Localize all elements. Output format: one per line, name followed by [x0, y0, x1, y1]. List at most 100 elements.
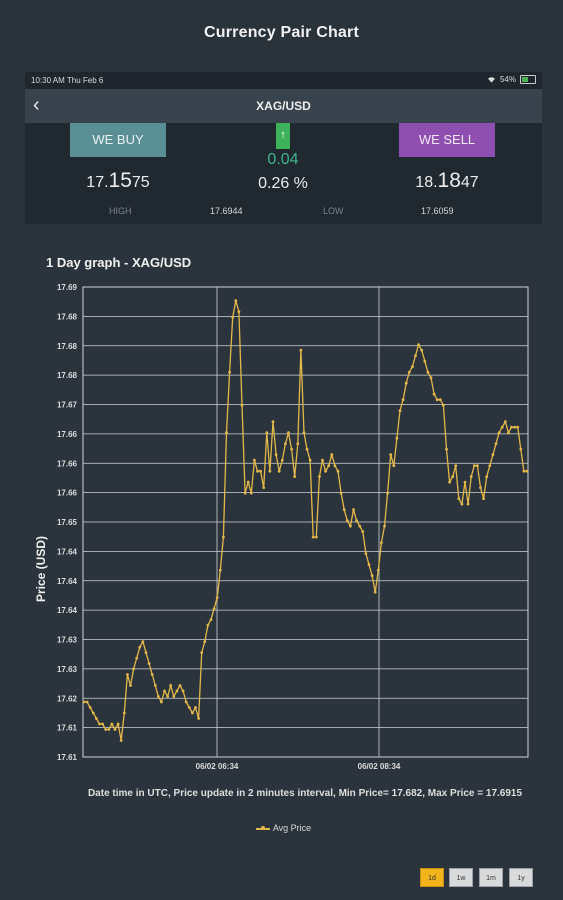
data-point [181, 689, 185, 693]
data-point [141, 640, 145, 643]
data-point [88, 706, 92, 709]
y-axis-label: Price (USD) [34, 536, 48, 602]
data-point [454, 464, 458, 468]
x-tick-label: 06/02 06:34 [196, 762, 239, 771]
data-point [225, 431, 228, 435]
data-point [488, 464, 492, 468]
arrow-up-icon: ↑ [276, 123, 290, 149]
data-point [367, 563, 371, 566]
data-point [432, 392, 436, 396]
data-point [274, 453, 278, 457]
data-point [240, 403, 244, 407]
y-tick-label: 17.61 [57, 724, 78, 733]
data-point [516, 425, 520, 429]
data-point [414, 354, 417, 358]
data-point [277, 469, 281, 473]
data-point [472, 464, 476, 468]
data-point [212, 607, 216, 610]
y-tick-label: 17.68 [57, 371, 78, 380]
legend-label: Avg Price [272, 823, 312, 833]
app-bar: ‹ XAG/USD [25, 89, 542, 123]
range-button-1w[interactable]: 1w [449, 868, 473, 887]
data-point [302, 431, 306, 435]
chart-legend[interactable]: Avg Price [25, 823, 542, 833]
quote-panel: WE BUY ↑ WE SELL 0.04 0.26 % 17.1575 18.… [25, 123, 542, 224]
range-button-1m[interactable]: 1m [479, 868, 503, 887]
data-point [150, 673, 154, 676]
battery-percent: 54% [499, 75, 516, 84]
data-point [268, 469, 272, 473]
y-tick-label: 17.66 [57, 489, 78, 498]
data-point [460, 502, 464, 506]
buy-price-suffix: 75 [131, 174, 150, 191]
pair-title: XAG/USD [256, 99, 311, 113]
sell-price-big: 18 [437, 169, 461, 192]
y-tick-label: 17.69 [57, 283, 78, 292]
data-point [265, 431, 269, 435]
data-point [401, 398, 405, 402]
data-point [194, 706, 197, 709]
data-point [324, 469, 327, 473]
data-point [438, 398, 442, 402]
data-point [398, 409, 402, 413]
low-value: 17.6059 [421, 206, 454, 216]
data-point [355, 519, 358, 522]
data-point [510, 425, 513, 429]
data-point [215, 596, 219, 599]
data-point [166, 695, 170, 698]
status-time: 10:30 AM Thu Feb 6 [31, 76, 104, 85]
data-point [107, 728, 111, 731]
data-point [364, 552, 368, 555]
data-point [376, 568, 380, 572]
data-point [420, 348, 424, 352]
data-point [305, 447, 309, 451]
data-point [172, 695, 176, 698]
data-point [457, 497, 461, 500]
promo-title: Currency Pair Chart [204, 24, 359, 41]
data-point [361, 530, 365, 533]
buy-price: 17.1575 [70, 169, 166, 193]
data-point [445, 447, 448, 451]
buy-price-big: 15 [108, 169, 132, 192]
data-point [380, 541, 383, 544]
data-point [321, 458, 324, 462]
data-point [485, 475, 489, 478]
data-point [135, 656, 139, 660]
data-point [383, 524, 386, 528]
data-point [132, 667, 135, 671]
we-sell-button[interactable]: WE SELL [399, 123, 495, 157]
range-button-1d[interactable]: 1d [420, 868, 444, 887]
data-point [91, 711, 95, 715]
data-point [411, 365, 414, 369]
data-point [280, 458, 284, 462]
data-point [370, 574, 374, 577]
data-point [147, 662, 151, 665]
data-point [101, 722, 104, 726]
data-point [271, 420, 275, 424]
back-arrow-icon[interactable]: ‹ [33, 94, 40, 116]
data-point [311, 535, 315, 539]
data-point [284, 442, 287, 446]
data-point [160, 700, 163, 704]
data-point [110, 722, 114, 726]
device-screen: 10:30 AM Thu Feb 6 54% ‹ XAG/USD WE BUY … [25, 72, 542, 900]
data-point [339, 491, 343, 495]
data-point [482, 497, 485, 500]
series-line-avg-price [84, 300, 527, 741]
range-button-1y[interactable]: 1y [509, 868, 533, 887]
data-point [327, 464, 331, 468]
we-buy-button[interactable]: WE BUY [70, 123, 166, 157]
data-point [82, 700, 86, 704]
data-point [209, 618, 213, 621]
data-point [392, 464, 396, 468]
data-point [203, 640, 207, 643]
data-point [417, 343, 420, 347]
data-point [262, 486, 266, 489]
data-point [503, 420, 507, 424]
y-tick-label: 17.61 [57, 753, 78, 762]
data-point [448, 480, 451, 484]
data-point [95, 717, 98, 720]
data-point [246, 480, 250, 484]
data-point [513, 425, 516, 429]
y-tick-label: 17.65 [57, 518, 78, 527]
